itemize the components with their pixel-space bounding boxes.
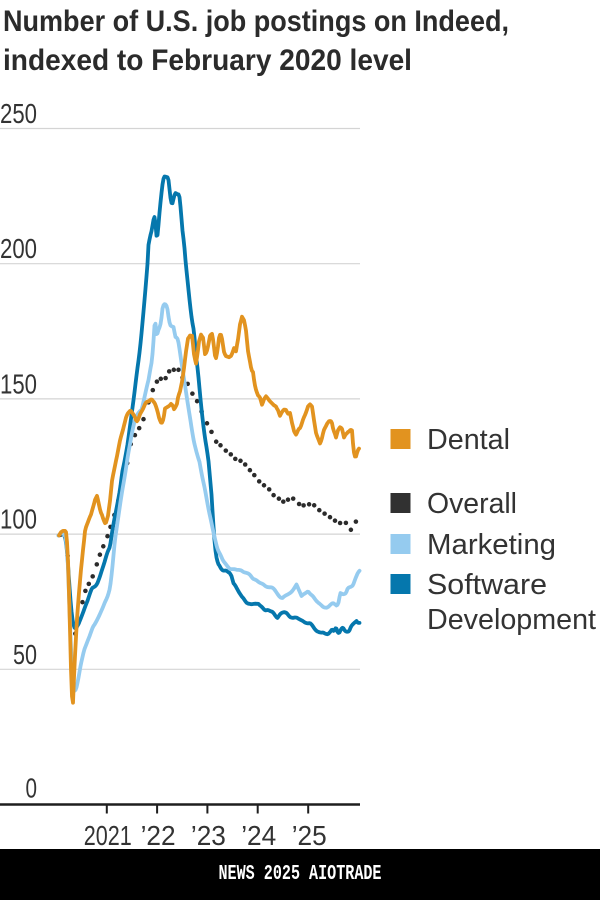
svg-text:100: 100 (0, 504, 37, 535)
svg-text:Marketing: Marketing (427, 529, 556, 561)
svg-text:Development: Development (427, 604, 596, 636)
svg-text:50: 50 (13, 639, 37, 670)
svg-text:150: 150 (0, 368, 37, 399)
svg-text:’25: ’25 (292, 820, 327, 851)
svg-text:’23: ’23 (191, 820, 226, 851)
svg-text:’22: ’22 (141, 820, 176, 851)
svg-text:Number of U.S. job postings on: Number of U.S. job postings on Indeed, (3, 5, 509, 38)
svg-text:NEWS 2025 AIOTRADE: NEWS 2025 AIOTRADE (219, 862, 382, 886)
svg-text:’24: ’24 (241, 820, 276, 851)
svg-text:Dental: Dental (427, 424, 510, 456)
svg-text:2021: 2021 (84, 820, 132, 851)
svg-text:250: 250 (0, 98, 37, 129)
svg-text:indexed to February 2020 level: indexed to February 2020 level (3, 44, 412, 77)
svg-text:Software: Software (427, 569, 547, 601)
svg-text:Overall: Overall (427, 488, 517, 520)
svg-text:200: 200 (0, 233, 37, 264)
svg-text:0: 0 (26, 773, 38, 804)
